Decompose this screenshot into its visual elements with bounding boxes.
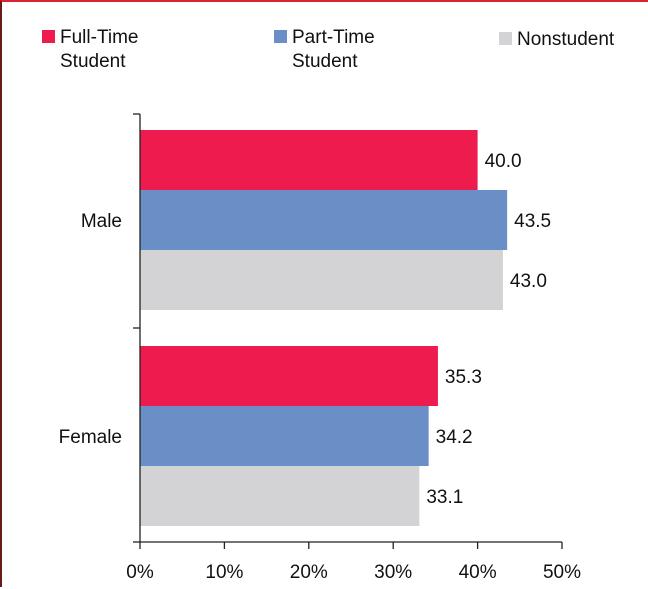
bars-group [140, 130, 508, 526]
x-tick-label-0: 0% [126, 562, 154, 583]
value-label-male-full-time-student: 40.0 [485, 151, 522, 172]
legend-label-part-time-student-line-1: Part-Time [292, 27, 375, 48]
category-label-female: Female [59, 427, 122, 448]
x-tick-label-4: 40% [459, 562, 497, 583]
legend-label-nonstudent: Nonstudent [517, 29, 615, 50]
legend-swatch-full-time-student [42, 30, 55, 43]
value-label-male-part-time-student: 43.5 [514, 211, 551, 232]
bar-female-part-time-student [140, 406, 429, 466]
value-label-male-nonstudent: 43.0 [510, 271, 547, 292]
bar-male-nonstudent [140, 250, 503, 310]
x-tick-label-5: 50% [543, 562, 581, 583]
x-tick-label-2: 20% [290, 562, 328, 583]
axes-group [133, 113, 563, 549]
legend-label-full-time-student-line-2: Student [60, 51, 126, 72]
labels-group: 40.0 43.5 43.0 Male 35.3 34.2 33.1 Female 0% 10% 2… [59, 151, 581, 583]
legend-label-full-time-student-line-1: Full-Time [60, 27, 138, 48]
bar-male-part-time-student [140, 190, 508, 250]
legend: Full-Time Student Part-Time Student Nonstude… [42, 27, 615, 72]
legend-swatch-nonstudent [499, 32, 512, 45]
bar-female-nonstudent [140, 466, 420, 526]
x-tick-label-3: 30% [374, 562, 412, 583]
legend-label-part-time-student-line-2: Student [292, 51, 358, 72]
bar-female-full-time-student [140, 346, 438, 406]
legend-swatch-part-time-student [274, 30, 287, 43]
value-label-female-part-time-student: 34.2 [436, 427, 473, 448]
value-label-female-nonstudent: 33.1 [426, 487, 463, 508]
category-label-male: Male [81, 211, 122, 232]
bar-male-full-time-student [140, 130, 478, 190]
value-label-female-full-time-student: 35.3 [445, 367, 482, 388]
x-tick-label-1: 10% [205, 562, 243, 583]
